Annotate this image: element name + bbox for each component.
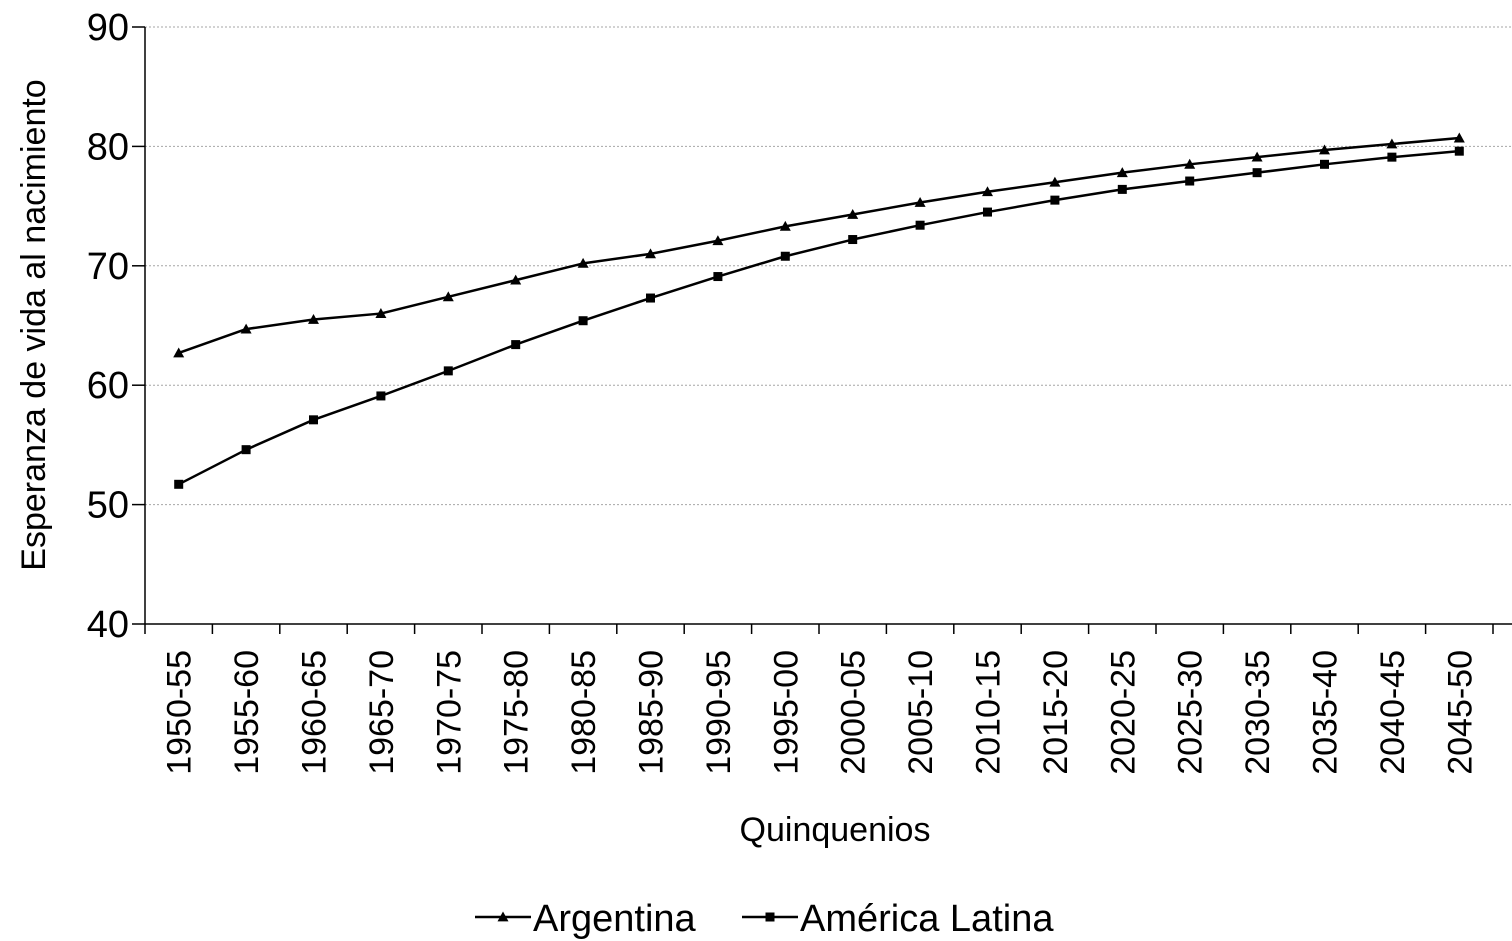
data-point-argentina <box>1251 151 1263 162</box>
x-axis-title: Quinquenios <box>740 811 931 849</box>
data-point-argentina <box>779 220 791 231</box>
data-point-argentina <box>1386 138 1398 149</box>
x-tick-label: 2005-10 <box>902 650 940 775</box>
data-point-am-rica-latina <box>848 235 858 245</box>
data-point-argentina <box>442 291 454 302</box>
x-tick-label: 2040-45 <box>1374 650 1412 775</box>
legend: Argentina América Latina <box>475 898 1054 940</box>
data-point-am-rica-latina <box>174 479 184 489</box>
data-point-am-rica-latina <box>646 293 655 303</box>
data-point-argentina <box>1049 176 1061 187</box>
data-point-am-rica-latina <box>1117 184 1127 194</box>
y-tick-label: 60 <box>87 365 129 407</box>
legend-item-am-rica-latina: América Latina <box>742 898 1054 940</box>
data-point-argentina <box>712 235 724 246</box>
data-point-am-rica-latina <box>1387 152 1397 162</box>
x-tick-label: 2015-20 <box>1037 650 1075 775</box>
data-point-am-rica-latina <box>915 220 925 230</box>
x-tick-label: 1965-70 <box>363 650 401 775</box>
series-line-argentina <box>178 136 1460 355</box>
data-point-am-rica-latina <box>713 272 723 282</box>
data-point-am-rica-latina <box>1320 159 1329 169</box>
y-tick-label: 90 <box>87 7 129 49</box>
x-tick-label: 1970-75 <box>430 650 468 775</box>
x-tick-label: 1950-55 <box>161 650 199 775</box>
x-tick-label: 2025-30 <box>1172 650 1210 775</box>
y-tick-label: 70 <box>87 246 129 288</box>
data-point-argentina <box>375 308 387 318</box>
y-tick-label: 40 <box>87 604 129 646</box>
x-axis: 1950-55 1955-60 1960-65 1965-70 1970-75 1975-… <box>144 623 1512 775</box>
data-point-am-rica-latina <box>983 207 992 217</box>
x-tick-label: 1995-00 <box>767 650 805 775</box>
data-point-am-rica-latina <box>511 340 521 350</box>
x-tick-label: 1985-90 <box>633 650 671 775</box>
x-tick-label: 1975-80 <box>498 650 536 775</box>
legend-marker <box>765 912 775 922</box>
gridlines <box>145 26 1512 506</box>
data-point-argentina <box>173 347 185 358</box>
legend-item-argentina: Argentina <box>475 898 697 940</box>
y-tick-label: 80 <box>87 126 129 168</box>
y-axis-title: Esperanza de vida al nacimiento <box>15 79 53 570</box>
data-point-am-rica-latina <box>309 415 318 425</box>
x-tick-label: 2010-15 <box>970 650 1008 775</box>
data-point-argentina <box>240 323 252 334</box>
data-point-argentina <box>1319 144 1330 155</box>
series-layer <box>173 132 1465 489</box>
x-tick-label: 2020-25 <box>1104 650 1142 775</box>
x-tick-label: 1955-60 <box>228 650 266 775</box>
legend-label: Argentina <box>533 898 697 940</box>
x-tick-label: 2030-35 <box>1239 650 1277 775</box>
data-point-argentina <box>847 208 859 219</box>
data-point-argentina <box>645 248 656 259</box>
data-point-am-rica-latina <box>1454 146 1464 156</box>
x-tick-label: 2045-50 <box>1441 650 1479 775</box>
data-point-am-rica-latina <box>780 251 790 261</box>
data-point-am-rica-latina <box>1185 176 1195 186</box>
data-point-am-rica-latina <box>443 366 453 376</box>
series-argentina <box>173 132 1465 358</box>
data-point-argentina <box>914 197 926 207</box>
legend-label: América Latina <box>800 898 1054 940</box>
series-line-am-rica-latina <box>178 149 1460 486</box>
data-point-argentina <box>308 314 319 324</box>
x-tick-label: 1980-85 <box>565 650 603 775</box>
x-tick-label: 2000-05 <box>835 650 873 775</box>
series-am-rica-latina <box>174 146 1464 489</box>
data-point-am-rica-latina <box>1252 168 1262 178</box>
x-tick-label: 1960-65 <box>296 650 334 775</box>
data-point-argentina <box>1453 132 1465 143</box>
data-point-am-rica-latina <box>1050 195 1060 205</box>
data-point-argentina <box>577 257 589 268</box>
y-tick-label: 50 <box>87 485 129 527</box>
data-point-argentina <box>1184 158 1196 169</box>
data-point-argentina <box>510 274 522 285</box>
x-tick-label: 1990-95 <box>700 650 738 775</box>
data-point-argentina <box>1116 167 1128 178</box>
data-point-am-rica-latina <box>241 445 251 455</box>
legend-marker <box>497 911 509 922</box>
data-point-argentina <box>982 186 993 197</box>
y-axis: 40 50 60 70 80 90 <box>87 7 146 646</box>
data-point-am-rica-latina <box>578 316 588 326</box>
x-tick-label: 2035-40 <box>1307 650 1345 775</box>
data-point-am-rica-latina <box>376 391 386 401</box>
